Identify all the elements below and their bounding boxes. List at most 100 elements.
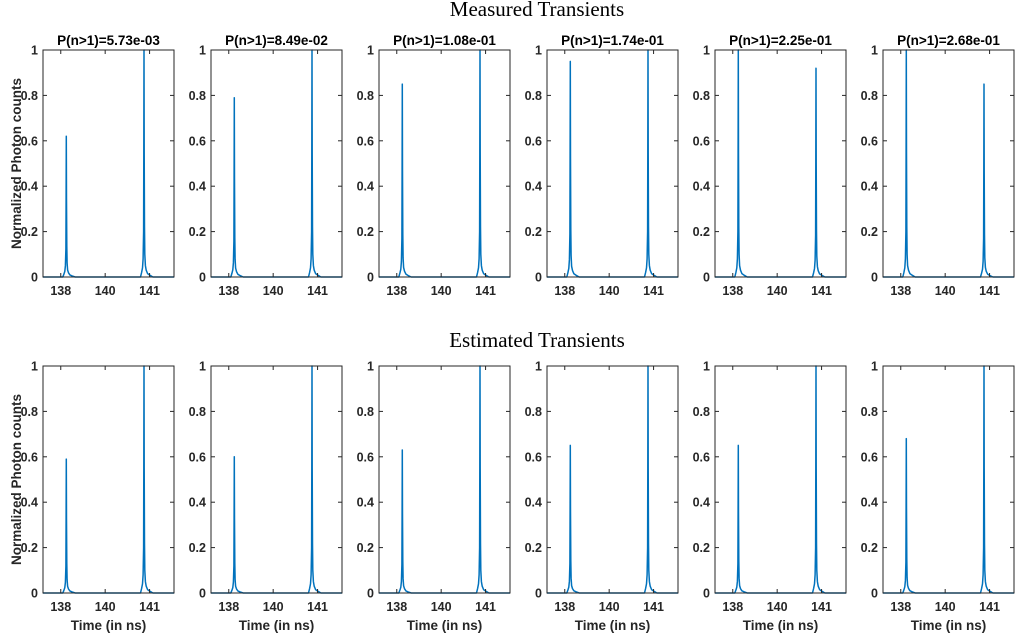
y-tick-label: 0.4 <box>357 496 374 510</box>
y-tick-label: 0.8 <box>189 89 206 103</box>
y-tick-label: 0.2 <box>693 541 710 555</box>
x-tick-label: 141 <box>307 284 328 298</box>
subplot-title: P(n>1)=2.25e-01 <box>729 33 832 48</box>
x-axis-label: Time (in ns) <box>407 618 483 633</box>
y-tick-label: 0 <box>535 271 542 285</box>
y-tick-label: 0 <box>535 587 542 601</box>
x-tick-label: 141 <box>475 600 496 614</box>
subplot: 0 0.2 0.4 0.6 0.8 1 138 140 141 Time (in ns) <box>861 360 1015 633</box>
y-tick-label: 0.6 <box>189 450 206 464</box>
y-tick-label: 0.6 <box>357 134 374 148</box>
axes-box <box>210 49 343 278</box>
x-tick-label: 141 <box>643 284 664 298</box>
x-tick-label: 141 <box>139 284 160 298</box>
y-tick-label: 0.8 <box>525 405 542 419</box>
x-tick-label: 140 <box>431 600 452 614</box>
transient-series-line <box>715 365 846 594</box>
x-axis-label: Time (in ns) <box>239 618 315 633</box>
y-tick-label: 1 <box>199 360 206 374</box>
y-tick-label: 0.2 <box>357 225 374 239</box>
y-tick-label: 0.6 <box>189 134 206 148</box>
axes-box <box>546 365 679 594</box>
y-tick-label: 0.8 <box>693 89 710 103</box>
x-tick-label: 141 <box>979 284 1000 298</box>
x-tick-label: 138 <box>218 600 239 614</box>
y-tick-label: 0 <box>871 271 878 285</box>
y-tick-label: 0.6 <box>525 450 542 464</box>
transient-series-line <box>883 365 1014 594</box>
y-tick-label: 1 <box>703 360 710 374</box>
y-tick-label: 0 <box>703 587 710 601</box>
y-tick-label: 0.6 <box>861 450 878 464</box>
subplot: 0 0.2 0.4 0.6 0.8 1 138 140 141 P(n>1)=5.73e-03 No… <box>9 33 175 298</box>
y-axis-label: Normalized Photon counts <box>9 78 24 249</box>
y-tick-label: 0 <box>367 587 374 601</box>
y-tick-label: 0.4 <box>861 496 878 510</box>
x-tick-label: 140 <box>935 284 956 298</box>
x-tick-label: 138 <box>218 284 239 298</box>
x-axis-label: Time (in ns) <box>575 618 651 633</box>
subplot-title: P(n>1)=8.49e-02 <box>225 33 328 48</box>
y-tick-label: 0 <box>31 271 38 285</box>
x-tick-label: 141 <box>811 284 832 298</box>
y-tick-label: 0.2 <box>693 225 710 239</box>
transient-series-line <box>379 49 510 278</box>
x-tick-label: 138 <box>890 600 911 614</box>
y-tick-label: 0.4 <box>693 496 710 510</box>
x-tick-label: 141 <box>811 600 832 614</box>
subplot: 0 0.2 0.4 0.6 0.8 1 138 140 141 P(n>1)=2.25e-01 <box>693 33 847 298</box>
transient-series-line <box>43 365 174 594</box>
subplot-title: P(n>1)=1.74e-01 <box>561 33 664 48</box>
y-tick-label: 0.2 <box>189 225 206 239</box>
transient-series-line <box>547 365 678 594</box>
y-tick-label: 0.8 <box>357 405 374 419</box>
subplot: 0 0.2 0.4 0.6 0.8 1 138 140 141 Time (in ns) Norma… <box>9 360 175 633</box>
y-tick-label: 1 <box>535 360 542 374</box>
y-tick-label: 0.4 <box>189 496 206 510</box>
y-tick-label: 1 <box>31 44 38 58</box>
axes-box <box>714 365 847 594</box>
x-tick-label: 138 <box>890 284 911 298</box>
axes-box <box>210 365 343 594</box>
x-tick-label: 138 <box>50 284 71 298</box>
x-tick-label: 138 <box>722 600 743 614</box>
axes-box <box>546 49 679 278</box>
transient-series-line <box>883 49 1014 278</box>
x-tick-label: 140 <box>431 284 452 298</box>
y-tick-label: 0.6 <box>21 134 38 148</box>
y-tick-label: 0.2 <box>861 225 878 239</box>
y-tick-label: 0.8 <box>861 89 878 103</box>
x-tick-label: 138 <box>722 284 743 298</box>
transient-series-line <box>547 49 678 278</box>
y-tick-label: 1 <box>535 44 542 58</box>
axes-box <box>378 365 511 594</box>
axes-box <box>882 49 1015 278</box>
x-tick-label: 141 <box>979 600 1000 614</box>
y-tick-label: 0.6 <box>693 134 710 148</box>
x-axis-label: Time (in ns) <box>71 618 147 633</box>
row-title-estimated: Estimated Transients <box>449 328 625 352</box>
y-tick-label: 0.2 <box>21 225 38 239</box>
row-title-measured: Measured Transients <box>450 0 624 21</box>
y-tick-label: 0 <box>871 587 878 601</box>
x-tick-label: 138 <box>554 284 575 298</box>
y-tick-label: 1 <box>871 360 878 374</box>
x-axis-label: Time (in ns) <box>911 618 987 633</box>
x-tick-label: 138 <box>554 600 575 614</box>
transient-series-line <box>43 49 174 278</box>
subplot: 0 0.2 0.4 0.6 0.8 1 138 140 141 Time (in ns) <box>189 360 343 633</box>
y-tick-label: 0.2 <box>189 541 206 555</box>
x-tick-label: 140 <box>95 600 116 614</box>
y-tick-label: 0.8 <box>357 89 374 103</box>
y-tick-label: 0 <box>367 271 374 285</box>
subplot: 0 0.2 0.4 0.6 0.8 1 138 140 141 Time (in ns) <box>693 360 847 633</box>
subplot: 0 0.2 0.4 0.6 0.8 1 138 140 141 Time (in ns) <box>525 360 679 633</box>
y-tick-label: 0.8 <box>693 405 710 419</box>
y-tick-label: 0.6 <box>861 134 878 148</box>
subplot-title: P(n>1)=5.73e-03 <box>57 33 160 48</box>
y-tick-label: 0.8 <box>861 405 878 419</box>
y-tick-label: 0.8 <box>21 405 38 419</box>
subplot-grid: 0 0.2 0.4 0.6 0.8 1 138 140 141 P(n>1)=5.73e-03 No… <box>9 33 1015 633</box>
x-tick-label: 138 <box>50 600 71 614</box>
